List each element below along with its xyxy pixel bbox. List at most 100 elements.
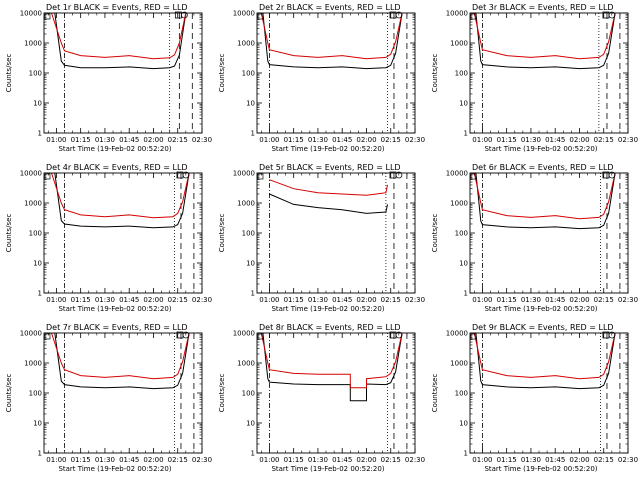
- y-tick-label: 1000: [237, 360, 255, 368]
- square-marker: [257, 13, 264, 20]
- lld-series-line: [257, 333, 403, 389]
- detector-panel: Det 5r BLACK = Events, RED = LLD 1 10 100 10…: [213, 160, 426, 320]
- y-tick-label: 100: [242, 230, 255, 238]
- y-axis-label: Counts/sec: [431, 214, 439, 253]
- detector-panel: Det 7r BLACK = Events, RED = LLD 1 10 100 10…: [0, 320, 213, 480]
- square-marker: [470, 333, 477, 340]
- square-marker: [470, 173, 477, 180]
- x-tick-label: 01:45: [545, 456, 565, 464]
- lld-series-line: [470, 13, 616, 60]
- y-axis-label: Counts/sec: [5, 54, 13, 93]
- y-tick-label: 1: [251, 290, 255, 298]
- circle-marker: [608, 171, 616, 179]
- square-marker: [44, 333, 51, 340]
- y-tick-label: 10000: [20, 330, 42, 338]
- y-axis-label: Counts/sec: [431, 54, 439, 93]
- circle-marker: [182, 331, 190, 339]
- chart-svg: Det 7r BLACK = Events, RED = LLD 1 10 100 10…: [5, 323, 212, 473]
- y-tick-label: 1000: [24, 40, 42, 48]
- x-tick-label: 01:15: [284, 456, 304, 464]
- y-tick-label: 10000: [446, 330, 468, 338]
- chart-title: Det 3r BLACK = Events, RED = LLD: [472, 3, 614, 12]
- chart-svg: Det 2r BLACK = Events, RED = LLD 1 10 100 10…: [218, 3, 425, 153]
- x-tick-label: 02:00: [143, 136, 163, 144]
- detector-panel: Det 4r BLACK = Events, RED = LLD 1 10 100 10…: [0, 160, 213, 320]
- y-tick-label: 10: [246, 260, 255, 268]
- events-series-line: [257, 333, 403, 402]
- y-tick-label: 1: [251, 450, 255, 458]
- y-tick-label: 1: [464, 450, 468, 458]
- x-tick-label: 02:00: [356, 136, 376, 144]
- y-tick-label: 10000: [233, 170, 255, 178]
- x-axis-label: Start Time (19-Feb-02 00:52:20): [484, 145, 597, 153]
- x-tick-label: 02:15: [594, 456, 614, 464]
- x-tick-label: 01:00: [472, 136, 492, 144]
- y-tick-label: 100: [242, 390, 255, 398]
- chart-svg: Det 6r BLACK = Events, RED = LLD 1 10 100 10…: [431, 163, 638, 313]
- x-tick-label: 02:15: [168, 296, 188, 304]
- y-tick-label: 1: [464, 130, 468, 138]
- plot-frame: [469, 12, 629, 134]
- detector-panel: Det 9r BLACK = Events, RED = LLD 1 10 100 10…: [426, 320, 639, 480]
- x-tick-label: 01:00: [472, 296, 492, 304]
- x-tick-label: 01:45: [545, 296, 565, 304]
- x-tick-label: 01:00: [259, 456, 279, 464]
- x-tick-label: 02:00: [143, 456, 163, 464]
- detector-panel: Det 8r BLACK = Events, RED = LLD 1 10 100 10…: [213, 320, 426, 480]
- x-tick-label: 02:15: [381, 136, 401, 144]
- x-tick-label: 01:00: [46, 296, 66, 304]
- x-tick-label: 01:45: [545, 136, 565, 144]
- y-tick-label: 100: [29, 70, 42, 78]
- lld-series-line: [44, 13, 187, 60]
- plot-frame: [43, 332, 203, 454]
- events-series-line: [44, 13, 187, 70]
- x-tick-label: 01:30: [95, 456, 115, 464]
- x-axis-label: Start Time (19-Feb-02 00:52:20): [58, 145, 171, 153]
- circle-marker: [180, 11, 188, 19]
- chart-title: Det 4r BLACK = Events, RED = LLD: [46, 163, 188, 172]
- plot-frame: [256, 172, 416, 294]
- y-tick-label: 10: [33, 100, 42, 108]
- events-series-line: [44, 333, 190, 390]
- y-tick-label: 10: [33, 420, 42, 428]
- y-tick-label: 10000: [20, 10, 42, 18]
- lld-series-line: [470, 333, 616, 380]
- circle-marker: [395, 11, 403, 19]
- y-tick-label: 10000: [233, 330, 255, 338]
- y-tick-label: 10000: [446, 170, 468, 178]
- x-tick-label: 01:00: [46, 456, 66, 464]
- x-tick-label: 01:45: [119, 136, 139, 144]
- x-tick-label: 02:00: [569, 296, 589, 304]
- y-tick-label: 1000: [237, 40, 255, 48]
- x-tick-label: 02:30: [405, 456, 425, 464]
- x-tick-label: 01:45: [119, 296, 139, 304]
- x-tick-label: 02:15: [168, 456, 188, 464]
- events-series-line: [470, 13, 616, 70]
- x-tick-label: 01:30: [521, 296, 541, 304]
- y-tick-label: 1: [251, 130, 255, 138]
- y-tick-label: 100: [455, 390, 468, 398]
- chart-title: Det 8r BLACK = Events, RED = LLD: [259, 323, 401, 332]
- plot-frame: [43, 172, 203, 294]
- events-series-line: [44, 173, 190, 229]
- square-marker: [44, 173, 51, 180]
- x-tick-label: 01:15: [284, 296, 304, 304]
- chart-title: Det 9r BLACK = Events, RED = LLD: [472, 323, 614, 332]
- chart-svg: Det 3r BLACK = Events, RED = LLD 1 10 100 10…: [431, 3, 638, 153]
- y-tick-label: 100: [29, 230, 42, 238]
- x-tick-label: 02:00: [143, 296, 163, 304]
- plot-frame: [469, 332, 629, 454]
- lld-series-line: [44, 333, 190, 380]
- x-tick-label: 01:45: [119, 456, 139, 464]
- x-tick-label: 01:30: [308, 456, 328, 464]
- y-tick-label: 1000: [450, 200, 468, 208]
- x-tick-label: 01:30: [308, 296, 328, 304]
- y-tick-label: 10000: [20, 170, 42, 178]
- x-tick-label: 02:30: [405, 296, 425, 304]
- detector-panel: Det 3r BLACK = Events, RED = LLD 1 10 100 10…: [426, 0, 639, 160]
- y-tick-label: 1: [464, 290, 468, 298]
- square-marker: [470, 13, 477, 20]
- x-tick-label: 01:30: [95, 136, 115, 144]
- chart-svg: Det 8r BLACK = Events, RED = LLD 1 10 100 10…: [218, 323, 425, 473]
- events-series-line: [470, 333, 616, 390]
